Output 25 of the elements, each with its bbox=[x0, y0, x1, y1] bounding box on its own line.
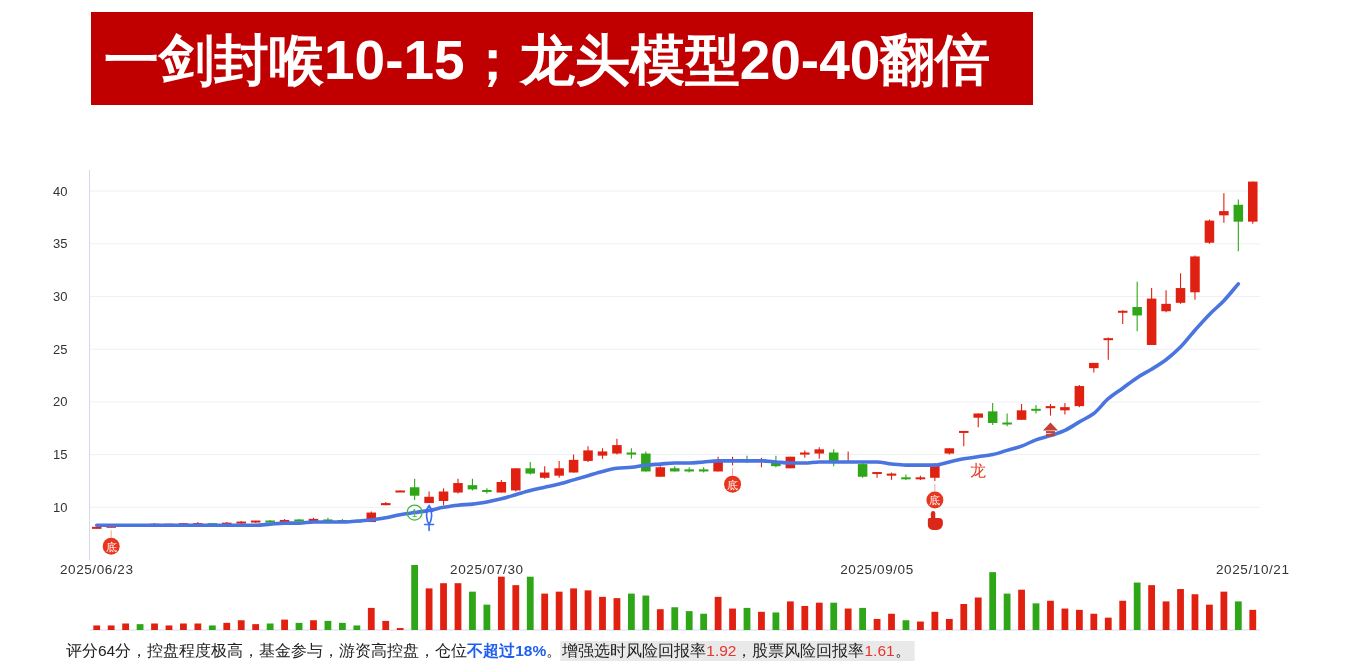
x-tick-label: 2025/07/30 bbox=[450, 561, 524, 577]
annotation: 底 bbox=[727, 478, 739, 491]
y-tick-label: 20 bbox=[53, 394, 68, 410]
annotation: 底 bbox=[105, 540, 117, 553]
text: ，股票风险回报率 bbox=[736, 642, 865, 659]
y-tick-label: 15 bbox=[53, 447, 68, 463]
text: 。 bbox=[894, 642, 911, 659]
text: 评分64分，控盘程度极高，基金参与，游资高控盘，仓位 bbox=[66, 642, 468, 659]
x-tick-label: 2025/09/05 bbox=[840, 561, 914, 577]
y-tick-label: 10 bbox=[53, 499, 68, 515]
x-tick-label: 2025/06/23 bbox=[59, 561, 134, 577]
y-tick-label: 40 bbox=[53, 183, 68, 199]
y-tick-label: 25 bbox=[53, 341, 68, 357]
text: 。 bbox=[546, 642, 563, 659]
annotation: 1 bbox=[411, 507, 418, 519]
text: 增强选时风险回报率 bbox=[561, 642, 707, 659]
chart-title: 一剑封喉10-15；龙头模型20-40翻倍 bbox=[104, 29, 991, 91]
y-tick-label: 35 bbox=[53, 236, 68, 252]
text: 不超过18% bbox=[466, 642, 547, 659]
y-tick-label: 30 bbox=[53, 288, 68, 304]
annotation: 龙 bbox=[970, 462, 987, 480]
annotation: 底 bbox=[929, 494, 941, 507]
x-tick-label: 2025/10/21 bbox=[1215, 561, 1290, 577]
text: 1.61 bbox=[864, 642, 895, 659]
text: 1.92 bbox=[706, 642, 737, 659]
